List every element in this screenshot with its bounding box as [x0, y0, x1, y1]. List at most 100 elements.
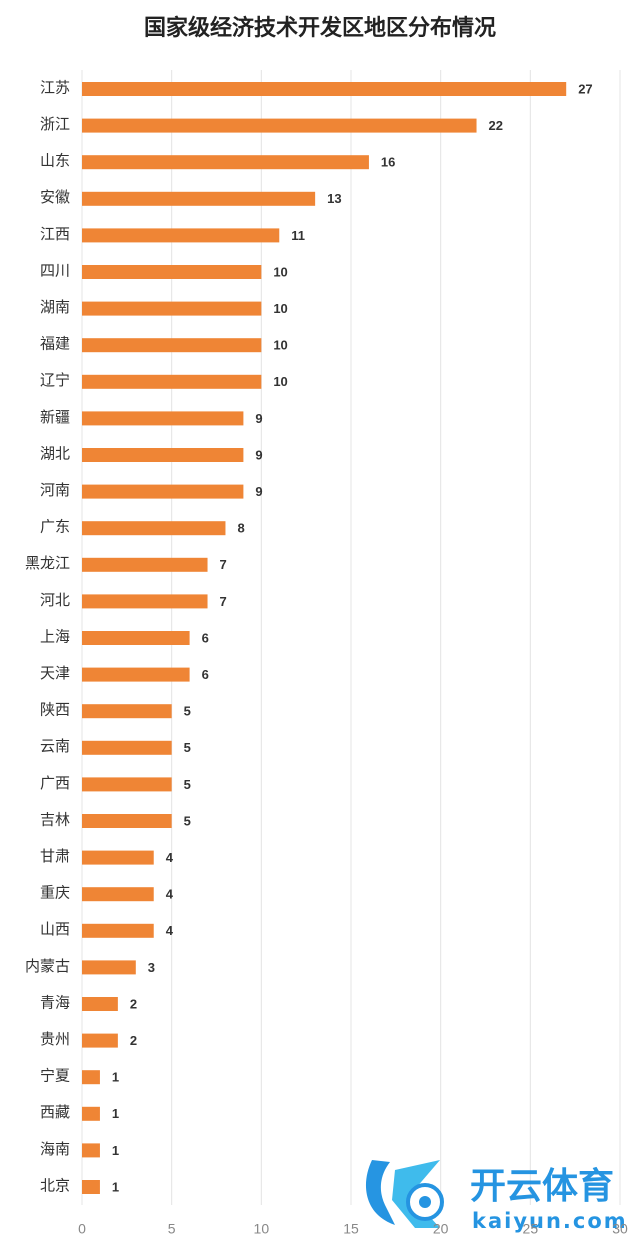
value-label: 13: [327, 191, 341, 206]
bar: [82, 301, 262, 316]
value-label: 9: [255, 484, 262, 499]
value-label: 8: [237, 521, 244, 536]
watermark-url: kaiyun.com: [472, 1209, 628, 1233]
bar: [82, 448, 244, 462]
y-tick-label: 四川: [40, 263, 70, 279]
y-tick-label: 江苏: [40, 79, 70, 96]
value-label: 1: [112, 1070, 119, 1085]
y-tick-label: 陕西: [40, 702, 70, 719]
value-label: 9: [255, 447, 262, 462]
y-tick-label: 山西: [40, 921, 70, 938]
bar: [82, 155, 369, 170]
y-tick-label: 安徽: [40, 189, 70, 206]
bar: [82, 265, 262, 279]
bar: [82, 960, 136, 975]
bar: [82, 631, 190, 645]
bar: [82, 191, 316, 206]
value-label: 5: [184, 813, 191, 828]
bar: [82, 704, 172, 719]
y-tick-label: 贵州: [40, 1031, 70, 1048]
value-label: 16: [381, 155, 395, 170]
y-tick-label: 河南: [40, 482, 70, 499]
value-label: 7: [220, 594, 227, 609]
y-tick-label: 辽宁: [40, 372, 70, 389]
y-tick-label: 湖北: [40, 445, 70, 462]
y-tick-label: 河北: [40, 592, 70, 609]
bar: [82, 521, 226, 536]
grid: [81, 70, 621, 1205]
bar: [82, 850, 154, 865]
logo-ball: [419, 1196, 431, 1208]
y-tick-label: 湖南: [40, 299, 70, 316]
y-tick-label: 宁夏: [40, 1068, 70, 1085]
value-label: 22: [489, 118, 503, 133]
bar: [82, 374, 262, 389]
value-label: 10: [273, 338, 287, 353]
y-tick-label: 浙江: [40, 116, 70, 133]
value-label: 10: [273, 264, 287, 279]
chart-title: 国家级经济技术开发区地区分布情况: [144, 15, 496, 40]
bar: [82, 887, 154, 902]
value-label: 6: [202, 667, 209, 682]
y-tick-label: 吉林: [40, 811, 70, 828]
value-label: 3: [148, 960, 155, 975]
bar: [82, 118, 477, 133]
bar: [82, 667, 190, 682]
value-label: 10: [273, 374, 287, 389]
value-label: 1: [112, 1143, 119, 1158]
bar: [82, 411, 244, 426]
value-label: 2: [130, 1033, 137, 1048]
value-label: 6: [202, 630, 209, 645]
bar: [82, 777, 172, 792]
value-label: 1: [112, 1106, 119, 1121]
bar: [82, 82, 567, 96]
bar: [82, 1033, 118, 1048]
logo-shape: [365, 1160, 395, 1225]
y-tick-label: 内蒙古: [25, 958, 70, 975]
x-tick-label: 30: [612, 1221, 628, 1237]
value-label: 1: [112, 1179, 119, 1194]
y-tick-label: 天津: [40, 665, 70, 682]
bar: [82, 1106, 100, 1121]
x-tick-label: 25: [523, 1221, 539, 1237]
y-tick-label: 广西: [40, 775, 70, 792]
bar: [82, 228, 280, 243]
y-tick-label: 福建: [40, 336, 70, 353]
y-tick-label: 黑龙江: [25, 555, 70, 572]
value-label: 2: [130, 996, 137, 1011]
value-label: 27: [578, 81, 592, 96]
value-label: 11: [291, 228, 305, 243]
value-label: 10: [273, 301, 287, 316]
y-tick-label: 北京: [40, 1177, 70, 1194]
x-tick-label: 20: [433, 1221, 449, 1237]
bar: [82, 338, 262, 353]
y-tick-label: 上海: [40, 628, 70, 645]
bar: [82, 814, 172, 828]
y-tick-label: 江西: [40, 226, 70, 243]
bar: [82, 594, 208, 609]
value-label: 4: [166, 887, 174, 902]
y-tick-label: 广东: [40, 519, 70, 536]
value-label: 9: [255, 411, 262, 426]
bar: [82, 1143, 100, 1158]
bar: [82, 1070, 100, 1085]
bar: [82, 997, 118, 1011]
x-tick-label: 10: [254, 1221, 270, 1237]
y-tick-label: 新疆: [40, 409, 70, 426]
value-label: 5: [184, 704, 191, 719]
value-label: 5: [184, 740, 191, 755]
value-label: 5: [184, 777, 191, 792]
y-tick-label: 青海: [40, 994, 70, 1011]
bar: [82, 557, 208, 572]
bar: [82, 484, 244, 499]
x-tick-label: 15: [343, 1221, 359, 1237]
bar: [82, 1180, 100, 1194]
y-tick-label: 云南: [40, 738, 70, 755]
value-label: 4: [166, 923, 174, 938]
value-label: 7: [220, 557, 227, 572]
x-tick-label: 0: [78, 1221, 86, 1237]
y-tick-label: 西藏: [40, 1104, 70, 1121]
